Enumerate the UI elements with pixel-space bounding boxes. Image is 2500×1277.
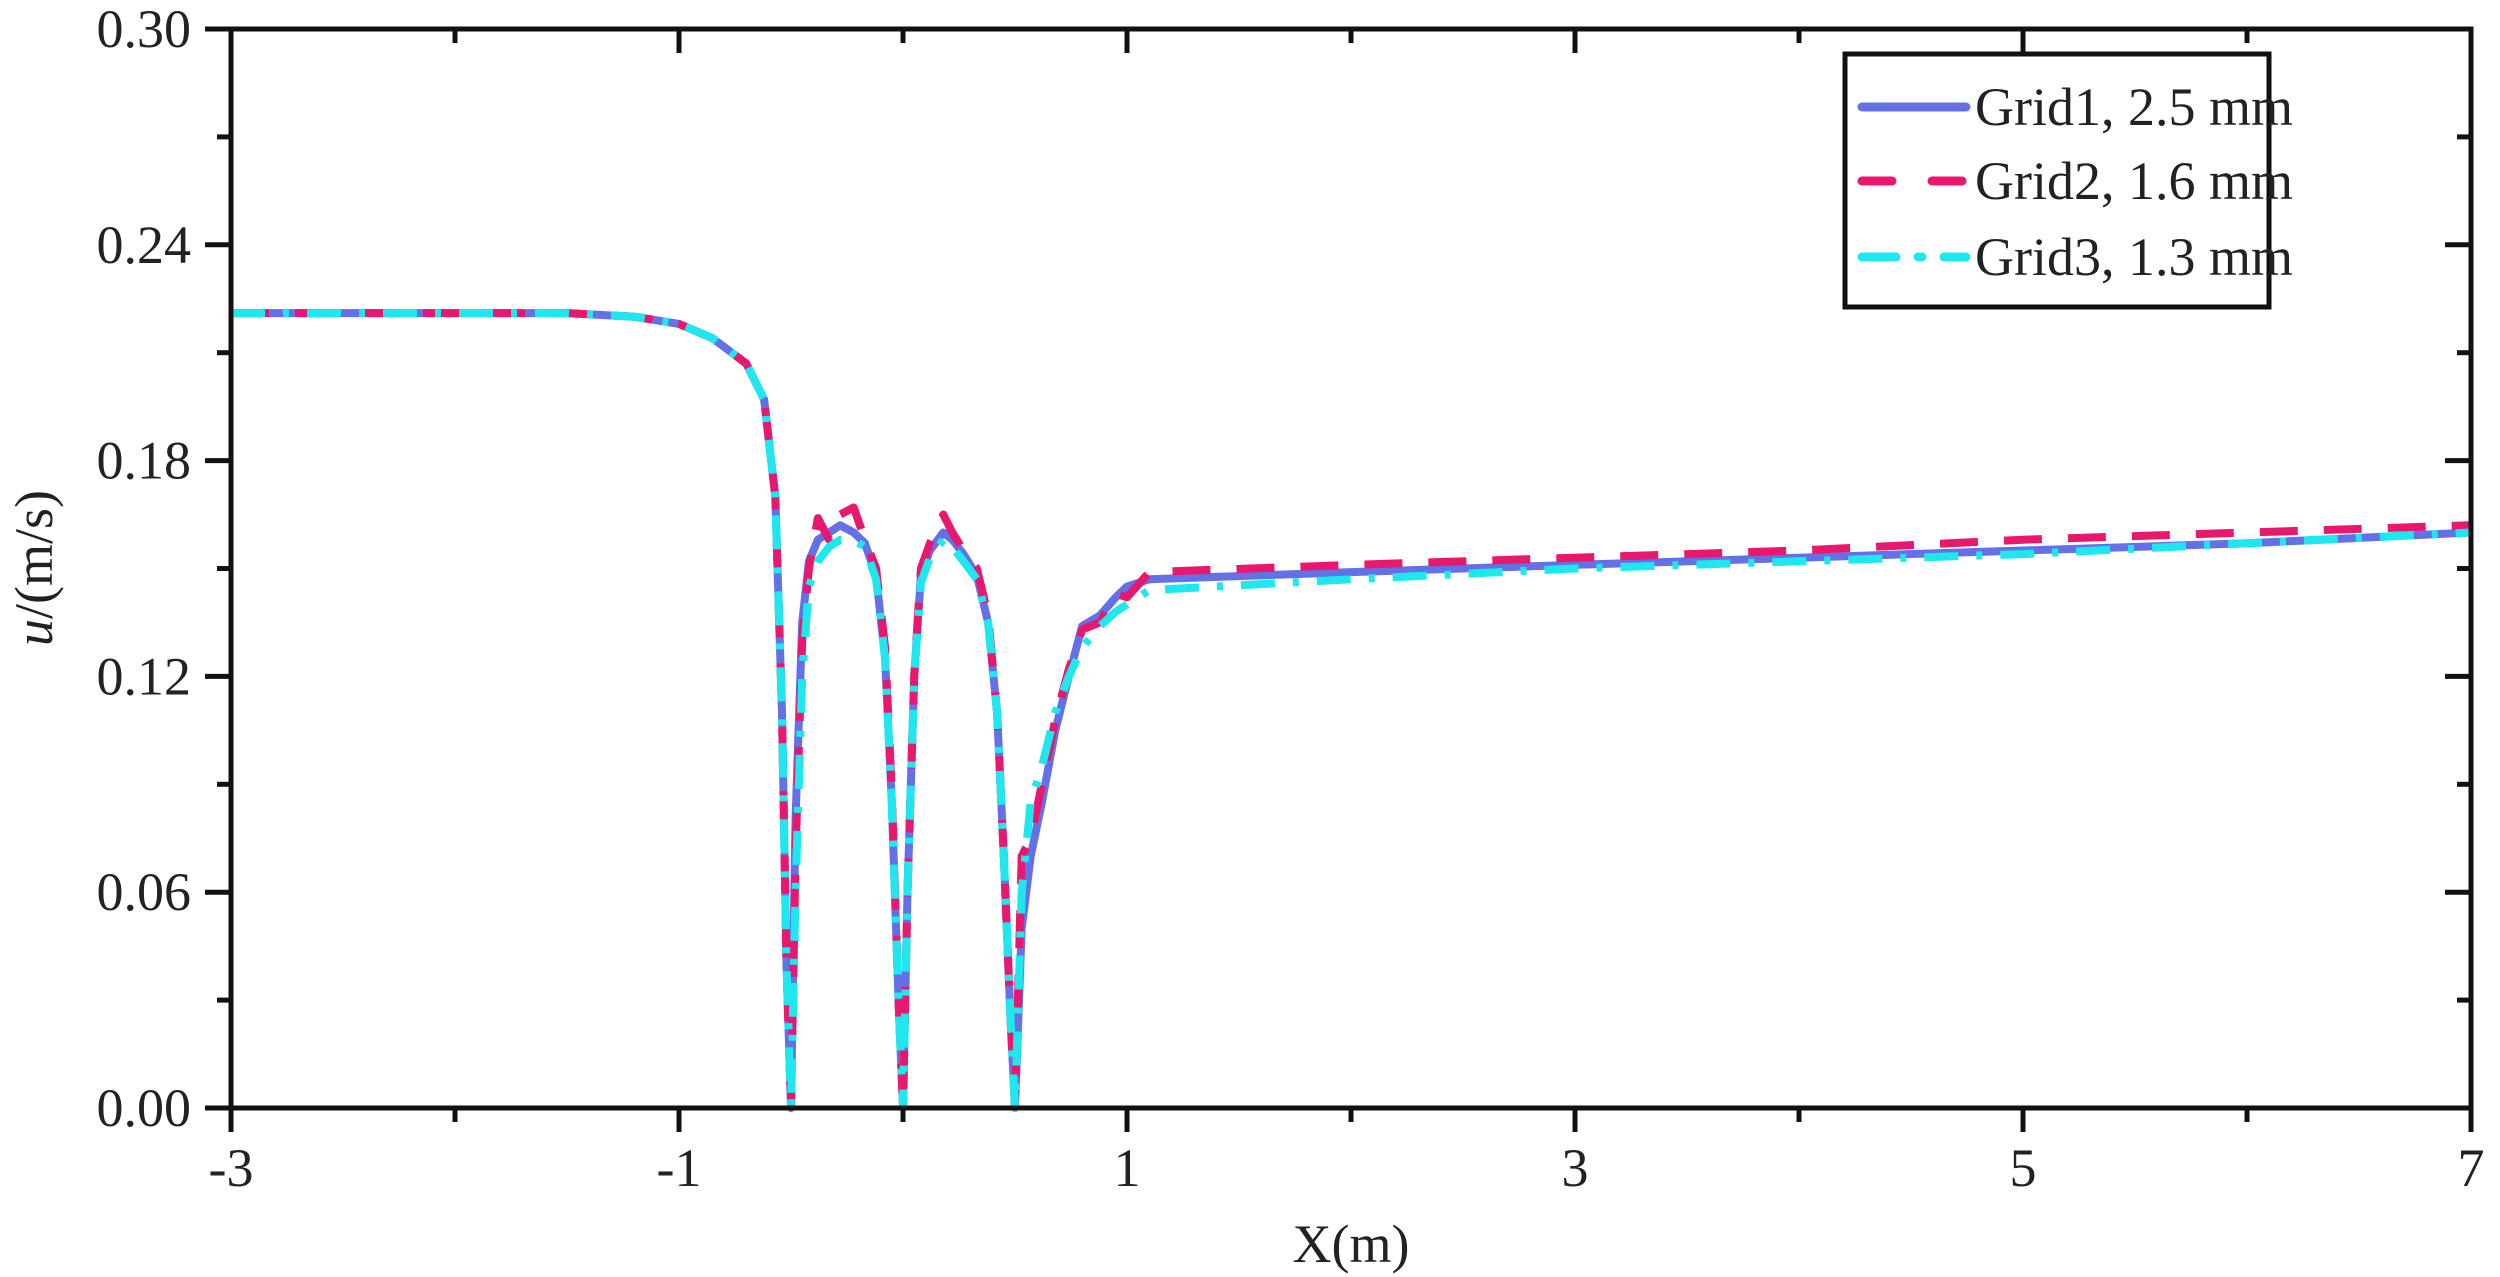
x-axis-title: X(m)	[1293, 1214, 1410, 1274]
y-tick-label: 0.00	[97, 1078, 192, 1138]
legend-label-grid1: Grid1, 2.5 mm	[1975, 77, 2293, 137]
legend: Grid1, 2.5 mm Grid2, 1.6 mm Grid3, 1.3 m…	[1842, 51, 2293, 310]
y-tick-label: 0.30	[97, 0, 192, 59]
series-line-grid1	[231, 309, 2472, 1112]
legend-label-grid2: Grid2, 1.6 mm	[1975, 151, 2293, 211]
x-tick-label: 3	[1562, 1138, 1589, 1198]
y-axis-title-variable: u	[4, 619, 64, 646]
series-line-grid2	[231, 309, 2472, 1112]
x-tick-label: -3	[209, 1138, 254, 1198]
series-layer	[231, 309, 2472, 1112]
y-axis-title: u/(m/s)	[4, 490, 64, 646]
y-tick-label: 0.12	[97, 646, 192, 706]
y-tick-label: 0.06	[97, 862, 192, 922]
x-tick-label: 7	[2458, 1138, 2485, 1198]
y-tick-label: 0.18	[97, 431, 192, 491]
x-tick-label: 5	[2010, 1138, 2037, 1198]
legend-box	[1842, 51, 2272, 310]
y-axis-title-unit: /(m/s)	[4, 490, 64, 619]
axes	[205, 26, 2474, 1132]
x-tick-label: 1	[1114, 1138, 1141, 1198]
series-line-grid3	[231, 309, 2472, 1112]
y-tick-label: 0.24	[97, 215, 192, 275]
x-tick-label: -1	[657, 1138, 702, 1198]
legend-label-grid3: Grid3, 1.3 mm	[1975, 227, 2293, 287]
tick-labels: -3 -1 1 3 5 7 0.00 0.06 0.12 0.18 0.24 0.30	[97, 0, 2485, 1198]
